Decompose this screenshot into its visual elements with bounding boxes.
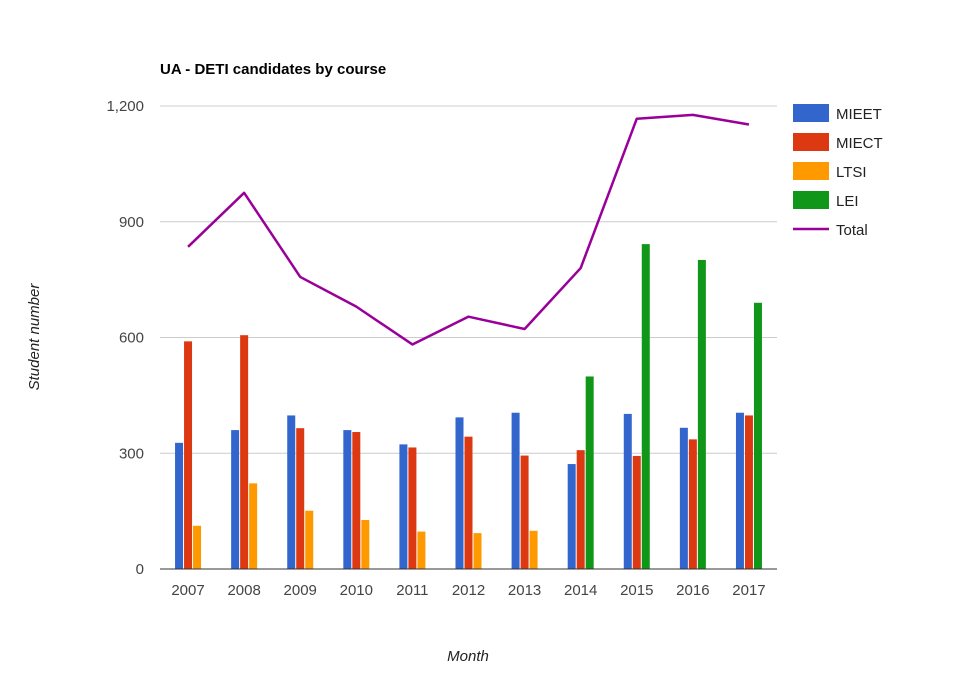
legend: MIEET MIECT LTSI LEI Total	[793, 104, 883, 239]
bar-lei-2014	[585, 376, 594, 569]
y-tick-label: 0	[136, 561, 144, 578]
bar-miect-2012	[464, 436, 473, 569]
bar-mieet-2009	[287, 415, 296, 569]
bar-mieet-2011	[399, 444, 408, 569]
line-total	[187, 113, 750, 346]
x-tick-label: 2008	[227, 582, 260, 599]
y-tick-label: 300	[119, 445, 144, 462]
bar-mieet-2012	[455, 417, 464, 569]
x-tick-label: 2016	[676, 582, 709, 599]
bar-miect-2017	[744, 415, 753, 569]
bar-miect-2011	[408, 447, 417, 569]
x-tick-label: 2017	[732, 582, 765, 599]
bar-miect-2009	[296, 428, 305, 569]
bars	[175, 244, 762, 569]
bar-miect-2016	[688, 439, 697, 569]
bar-ltsi-2011	[417, 531, 426, 569]
y-tick-label: 900	[119, 214, 144, 231]
legend-label-ltsi: LTSI	[836, 164, 867, 181]
bar-miect-2014	[576, 450, 585, 569]
bar-lei-2015	[641, 244, 650, 569]
x-tick-label: 2013	[508, 582, 541, 599]
x-tick-labels: 2007 2008 2009 2010 2011 2012 2013 2014 2015 2016…	[171, 582, 765, 599]
legend-swatch-ltsi	[793, 162, 829, 180]
y-tick-labels: 0 300 600 900 1,200	[106, 98, 144, 578]
legend-label-total: Total	[836, 222, 868, 239]
bar-ltsi-2008	[249, 483, 258, 569]
legend-label-mieet: MIEET	[836, 106, 882, 123]
x-tick-label: 2007	[171, 582, 204, 599]
y-tick-label: 600	[119, 330, 144, 347]
bar-lei-2017	[753, 302, 762, 569]
bar-miect-2015	[632, 455, 641, 569]
bar-ltsi-2009	[305, 510, 314, 569]
bar-mieet-2013	[511, 412, 520, 569]
y-tick-label: 1,200	[106, 98, 144, 115]
bar-ltsi-2013	[529, 530, 538, 569]
bar-miect-2010	[352, 432, 361, 569]
bar-ltsi-2007	[193, 525, 202, 569]
x-tick-label: 2011	[396, 582, 428, 599]
x-tick-label: 2012	[452, 582, 485, 599]
bar-miect-2013	[520, 455, 529, 569]
y-axis-title: Student number	[26, 283, 43, 391]
legend-swatch-miect	[793, 133, 829, 151]
legend-label-lei: LEI	[836, 193, 859, 210]
bar-mieet-2007	[175, 442, 184, 569]
bar-ltsi-2010	[361, 519, 370, 569]
bar-mieet-2010	[343, 430, 352, 569]
x-tick-label: 2014	[564, 582, 597, 599]
x-tick-label: 2015	[620, 582, 653, 599]
total-line-group	[187, 113, 750, 346]
x-tick-label: 2010	[340, 582, 373, 599]
x-tick-label: 2009	[284, 582, 317, 599]
bar-miect-2007	[184, 341, 193, 569]
chart-title: UA - DETI candidates by course	[160, 61, 386, 78]
x-axis-title: Month	[447, 648, 489, 665]
bar-mieet-2014	[567, 464, 576, 569]
bar-mieet-2017	[735, 412, 744, 569]
bar-ltsi-2012	[473, 533, 482, 569]
legend-swatch-mieet	[793, 104, 829, 122]
bar-lei-2016	[697, 259, 706, 569]
bar-mieet-2016	[679, 427, 688, 569]
bar-miect-2008	[240, 335, 249, 569]
legend-swatch-lei	[793, 191, 829, 209]
bar-mieet-2015	[623, 413, 632, 569]
grid	[160, 105, 777, 454]
legend-label-miect: MIECT	[836, 135, 883, 152]
bar-mieet-2008	[231, 430, 240, 569]
